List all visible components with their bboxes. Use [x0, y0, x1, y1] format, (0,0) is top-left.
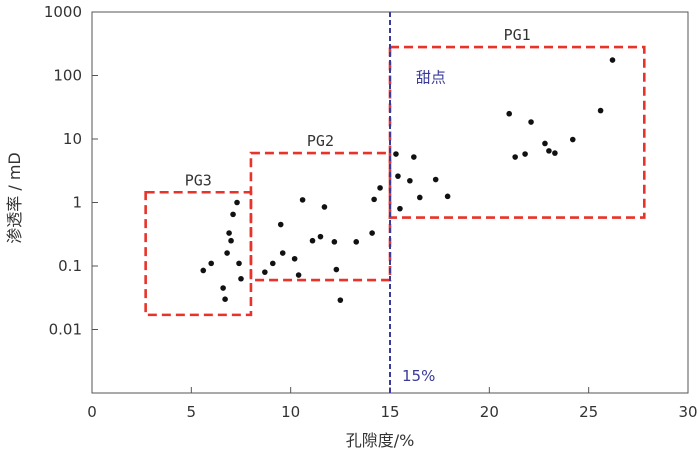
data-point: [200, 267, 207, 274]
x-tick-label: 30: [678, 403, 697, 421]
x-tick-label: 15: [380, 403, 399, 421]
x-tick-label: 25: [579, 403, 598, 421]
data-point: [279, 250, 286, 256]
data-points: [200, 57, 616, 303]
box-pg3: [144, 190, 253, 317]
data-point: [522, 151, 528, 157]
data-point: [222, 296, 228, 303]
axes: 0 5 10 15 20 25 30 0.01 0.1 1 10 100 1000: [44, 3, 698, 421]
data-point: [226, 230, 232, 236]
box-label-pg1: PG1: [504, 26, 531, 44]
data-point: [528, 119, 534, 125]
data-point: [417, 194, 423, 201]
box-label-pg3: PG3: [185, 171, 212, 189]
data-point: [597, 107, 604, 114]
data-point: [269, 260, 276, 267]
data-point: [395, 173, 401, 179]
data-point: [321, 204, 328, 210]
data-point: [444, 193, 451, 200]
data-point: [238, 275, 244, 282]
x-tick-label: 10: [281, 403, 300, 421]
sweet-spot-label: 甜点: [416, 69, 446, 87]
data-point: [432, 176, 439, 183]
data-point: [236, 260, 242, 267]
data-point: [230, 211, 236, 218]
data-point: [299, 197, 306, 203]
data-point: [353, 239, 360, 245]
data-point: [546, 148, 552, 154]
data-point: [397, 205, 403, 212]
box-label-pg2: PG2: [307, 132, 334, 150]
data-point: [295, 272, 302, 278]
x-tick-label: 20: [480, 403, 499, 421]
data-point: [407, 177, 413, 184]
data-point: [512, 154, 518, 160]
data-point: [220, 285, 226, 291]
data-point: [317, 233, 324, 240]
y-tick-label: 1000: [44, 3, 82, 21]
data-point: [208, 260, 214, 267]
data-point: [377, 185, 383, 191]
data-point: [262, 269, 268, 275]
data-point: [309, 237, 316, 244]
data-point: [369, 230, 375, 236]
porosity-cutoff: 15%: [389, 12, 435, 393]
data-point: [333, 266, 340, 273]
y-axis-title: 渗透率 / mD: [5, 152, 24, 243]
y-tick-label: 0.1: [58, 257, 82, 275]
data-point: [552, 150, 558, 156]
annotations: 甜点: [416, 69, 446, 87]
data-point: [542, 140, 548, 147]
classification-boxes: PG3 PG2 PG1: [144, 26, 646, 317]
x-tick-label: 0: [87, 403, 97, 421]
data-point: [506, 110, 512, 117]
data-point: [569, 136, 576, 143]
data-point: [393, 151, 399, 157]
y-tick-label: 10: [63, 130, 82, 148]
data-point: [609, 57, 616, 63]
data-point: [224, 250, 230, 256]
y-tick-label: 0.01: [49, 321, 82, 339]
data-point: [277, 221, 284, 228]
data-point: [228, 237, 234, 244]
x-axis-title: 孔隙度/%: [346, 431, 415, 450]
y-tick-label: 1: [72, 194, 82, 212]
y-tick-label: 100: [53, 67, 82, 85]
data-point: [411, 154, 417, 160]
data-point: [337, 297, 344, 303]
data-point: [331, 239, 338, 245]
data-point: [371, 196, 377, 203]
x-tick-label: 5: [187, 403, 197, 421]
data-point: [291, 255, 298, 262]
data-point: [234, 199, 240, 206]
cutoff-label: 15%: [402, 367, 435, 385]
